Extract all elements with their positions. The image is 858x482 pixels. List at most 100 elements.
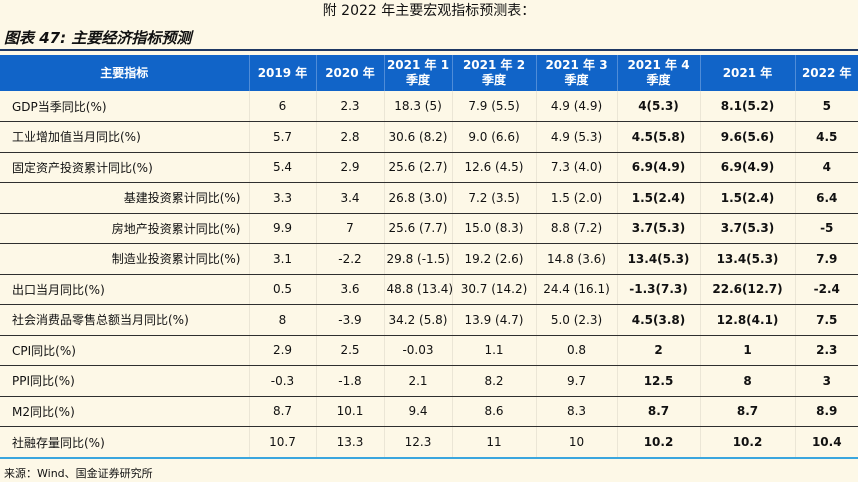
table-cell: -1.3(7.3) xyxy=(616,274,700,305)
header-label: 2021 年 1 xyxy=(386,58,450,72)
table-cell: 13.9 (4.7) xyxy=(451,304,536,336)
table-cell: 12.3 xyxy=(383,426,452,457)
table-cell: 2.9 xyxy=(315,152,384,183)
table-cell: 10.7 xyxy=(248,426,316,457)
row-label: PPI同比(%) xyxy=(0,365,249,397)
table-cell: -3.9 xyxy=(315,304,384,336)
table-cell: 9.4 xyxy=(383,396,452,427)
table-cell: 7.3 (4.0) xyxy=(535,152,617,183)
table-body: GDP当季同比(%) 6 2.3 18.3 (5) 7.9 (5.5) 4.9 (4.9)… xyxy=(0,91,858,457)
table-header: 主要指标 2019 年 2020 年 2021 年 1 季度 2021 年 2 季度… xyxy=(0,55,858,91)
table-row: 出口当月同比(%) 0.5 3.6 48.8 (13.4) 30.7 (14.2) 24.… xyxy=(0,274,858,305)
table-cell: 3.7(5.3) xyxy=(699,213,795,244)
table-cell: -0.03 xyxy=(383,335,452,366)
table-cell: 8 xyxy=(699,365,795,397)
table-cell: 2.9 xyxy=(248,335,316,366)
table-cell: 3.7(5.3) xyxy=(616,213,700,244)
table-bottom-rule xyxy=(0,457,858,459)
table-cell: 2 xyxy=(616,335,700,366)
table-cell: 2.1 xyxy=(383,365,452,397)
column-header-2019: 2019 年 xyxy=(248,55,316,91)
table-cell: 9.9 xyxy=(248,213,316,244)
table-row: PPI同比(%) -0.3 -1.8 2.1 8.2 9.7 12.5 8 3 xyxy=(0,365,858,397)
table-cell: 13.4(5.3) xyxy=(699,243,795,275)
table-row: 房地产投资累计同比(%) 9.9 7 25.6 (7.7) 15.0 (8.3) 8.8 … xyxy=(0,213,858,244)
page-title: 附 2022 年主要宏观指标预测表： xyxy=(322,3,536,19)
table-cell: 5.7 xyxy=(248,121,316,153)
table-cell: 9.6(5.6) xyxy=(699,121,795,153)
table-cell: -0.3 xyxy=(248,365,316,397)
table-row: 工业增加值当月同比(%) 5.7 2.8 30.6 (8.2) 9.0 (6.6) 4.9… xyxy=(0,121,858,153)
row-label: 房地产投资累计同比(%) xyxy=(0,213,249,244)
table-cell: 8.7 xyxy=(248,396,316,427)
table-cell: 1.1 xyxy=(451,335,536,366)
table-cell: 5 xyxy=(794,91,858,122)
table-cell: 7.9 (5.5) xyxy=(451,91,536,122)
header-row: 主要指标 2019 年 2020 年 2021 年 1 季度 2021 年 2 季度… xyxy=(0,55,858,91)
table-cell: 18.3 (5) xyxy=(383,91,452,122)
table-cell: 0.8 xyxy=(535,335,617,366)
header-label: 2019 年 xyxy=(257,65,308,80)
table-cell: 8.7 xyxy=(699,396,795,427)
table-cell: 48.8 (13.4) xyxy=(383,274,452,305)
table-cell: 10.1 xyxy=(315,396,384,427)
table-cell: 26.8 (3.0) xyxy=(383,182,452,214)
table-cell: 4.5(3.8) xyxy=(616,304,700,336)
table-cell: 6.9(4.9) xyxy=(616,152,700,183)
table-cell: 10 xyxy=(535,426,617,457)
table-cell: 25.6 (2.7) xyxy=(383,152,452,183)
table-cell: 7.2 (3.5) xyxy=(451,182,536,214)
header-label: 2021 年 3 xyxy=(545,58,608,72)
table-cell: 3.1 xyxy=(248,243,316,275)
header-label: 季度 xyxy=(481,73,506,87)
table-cell: 8.6 xyxy=(451,396,536,427)
table-cell: 4.5 xyxy=(794,121,858,153)
figure-title: 图表 47: 主要经济指标预测 xyxy=(4,29,192,47)
column-header-2022: 2022 年 xyxy=(794,55,858,91)
table-cell: 5.0 (2.3) xyxy=(535,304,617,336)
row-label: 制造业投资累计同比(%) xyxy=(0,243,249,275)
row-label: 工业增加值当月同比(%) xyxy=(0,121,249,153)
table-cell: 8.9 xyxy=(794,396,858,427)
header-label: 季度 xyxy=(564,73,589,87)
table-cell: 4.5(5.8) xyxy=(616,121,700,153)
table-cell: 10.4 xyxy=(794,426,858,457)
column-header-2021q3: 2021 年 3 季度 xyxy=(535,55,617,91)
table-cell: 2.3 xyxy=(315,91,384,122)
table-cell: 0.5 xyxy=(248,274,316,305)
table-cell: -2.4 xyxy=(794,274,858,305)
table-row: 社会消费品零售总额当月同比(%) 8 -3.9 34.2 (5.8) 13.9 (4.7… xyxy=(0,304,858,336)
title-underline xyxy=(0,49,858,51)
header-label: 2021 年 xyxy=(722,65,773,80)
table-cell: 3.3 xyxy=(248,182,316,214)
table-cell: 2.8 xyxy=(315,121,384,153)
table-cell: 1.5(2.4) xyxy=(616,182,700,214)
table-cell: 8 xyxy=(248,304,316,336)
table-cell: 8.7 xyxy=(616,396,700,427)
table-cell: 14.8 (3.6) xyxy=(535,243,617,275)
table-cell: 12.5 xyxy=(616,365,700,397)
table-cell: 19.2 (2.6) xyxy=(451,243,536,275)
row-label: M2同比(%) xyxy=(0,396,249,427)
table-cell: 30.6 (8.2) xyxy=(383,121,452,153)
table-cell: 29.8 (-1.5) xyxy=(383,243,452,275)
table-cell: 12.8(4.1) xyxy=(699,304,795,336)
column-header-2021q4: 2021 年 4 季度 xyxy=(616,55,700,91)
table-cell: 4(5.3) xyxy=(616,91,700,122)
column-header-2021q1: 2021 年 1 季度 xyxy=(383,55,452,91)
table-cell: 8.2 xyxy=(451,365,536,397)
row-label: 社会消费品零售总额当月同比(%) xyxy=(0,304,249,336)
table-row: M2同比(%) 8.7 10.1 9.4 8.6 8.3 8.7 8.7 8.9 xyxy=(0,396,858,427)
table-cell: 7.9 xyxy=(794,243,858,275)
table-cell: 8.3 xyxy=(535,396,617,427)
table-cell: 9.7 xyxy=(535,365,617,397)
table-cell: 1 xyxy=(699,335,795,366)
table-cell: 6.4 xyxy=(794,182,858,214)
header-label: 主要指标 xyxy=(100,65,149,80)
table-cell: 4 xyxy=(794,152,858,183)
row-label: 基建投资累计同比(%) xyxy=(0,182,249,214)
table-row: 基建投资累计同比(%) 3.3 3.4 26.8 (3.0) 7.2 (3.5) 1.5 … xyxy=(0,182,858,214)
table-cell: 4.9 (5.3) xyxy=(535,121,617,153)
table-cell: 2.3 xyxy=(794,335,858,366)
table-cell: 25.6 (7.7) xyxy=(383,213,452,244)
